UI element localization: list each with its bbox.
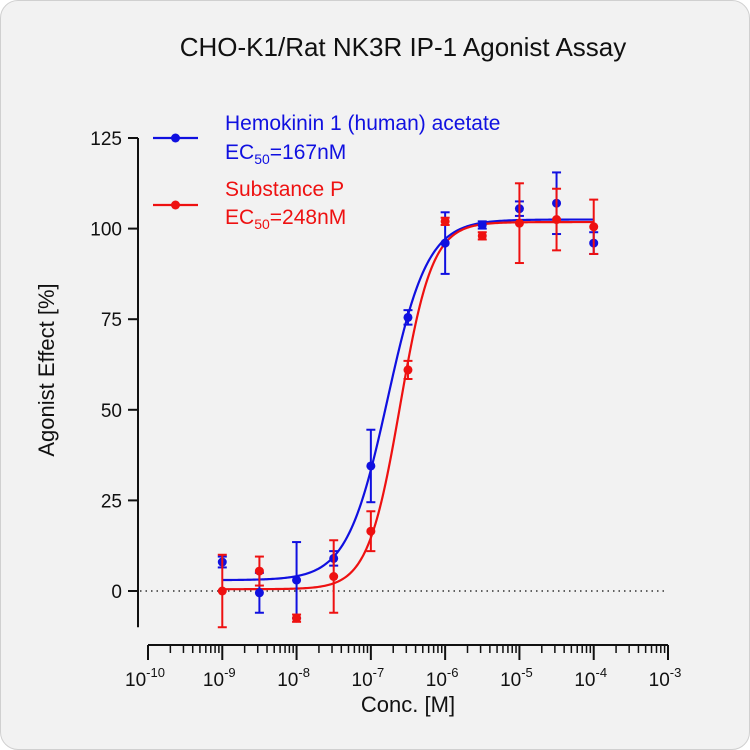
x-tick-label: 10-3 <box>649 665 682 691</box>
fit-curve-0 <box>222 218 594 582</box>
x-tick-label: 10-4 <box>574 665 607 691</box>
chart-title: CHO-K1/Rat NK3R IP-1 Agonist Assay <box>180 32 627 62</box>
data-point <box>329 572 339 582</box>
x-axis-label: Conc. [M] <box>361 692 455 717</box>
legend: Hemokinin 1 (human) acetate EC50=167nM S… <box>153 112 500 232</box>
data-point <box>477 220 487 230</box>
x-tick-label: 10-5 <box>500 665 533 691</box>
x-tick-label: 10-9 <box>203 665 236 691</box>
fit-curve-1 <box>222 220 594 591</box>
data-point <box>514 218 524 228</box>
ec50-value: =248nM <box>270 206 346 229</box>
axes: 0 25 50 75 100 125 10-10 10-9 10-8 10-7 10-6 10-5 10… <box>90 129 681 691</box>
y-tick-label: 75 <box>101 310 122 331</box>
ec50-subscript: 50 <box>254 216 270 232</box>
data-point <box>292 613 302 623</box>
legend-marker-hemokinin <box>171 133 180 143</box>
y-tick-label: 25 <box>101 491 122 512</box>
data-point <box>477 231 487 241</box>
y-tick-label: 50 <box>101 401 122 422</box>
data-points <box>217 171 599 629</box>
data-point <box>403 312 413 322</box>
data-point <box>292 575 302 585</box>
y-tick-label: 100 <box>90 220 122 241</box>
x-tick-label: 10-6 <box>426 665 459 691</box>
data-point <box>217 586 227 596</box>
data-point <box>552 215 562 225</box>
x-tick-label: 10-7 <box>352 665 385 691</box>
legend-marker-substance-p <box>171 200 180 210</box>
data-point <box>440 216 450 226</box>
y-axis-label: Agonist Effect [%] <box>34 283 59 456</box>
legend-ec50-substance-p: EC50=248nM <box>225 206 346 232</box>
ec50-value: =167nM <box>270 141 346 164</box>
x-tick-label: 10-8 <box>277 665 310 691</box>
data-point <box>366 461 376 471</box>
ec50-label: EC <box>225 141 254 164</box>
legend-entry-hemokinin: Hemokinin 1 (human) acetate EC50=167nM <box>153 112 500 167</box>
data-point <box>589 222 599 232</box>
data-point <box>403 365 413 375</box>
y-tick-label: 125 <box>90 129 122 150</box>
fit-curves <box>222 218 594 591</box>
legend-ec50-hemokinin: EC50=167nM <box>225 141 346 167</box>
data-point <box>440 238 450 248</box>
data-point <box>254 588 264 598</box>
y-tick-label: 0 <box>111 582 122 603</box>
legend-label-substance-p: Substance P <box>225 178 344 201</box>
legend-entry-substance-p: Substance P EC50=248nM <box>153 178 346 232</box>
data-point <box>254 566 264 576</box>
data-point <box>366 526 376 536</box>
ec50-label: EC <box>225 206 254 229</box>
x-tick-label: 10-10 <box>125 665 165 691</box>
ec50-subscript: 50 <box>254 151 270 167</box>
legend-label-hemokinin: Hemokinin 1 (human) acetate <box>225 112 500 135</box>
